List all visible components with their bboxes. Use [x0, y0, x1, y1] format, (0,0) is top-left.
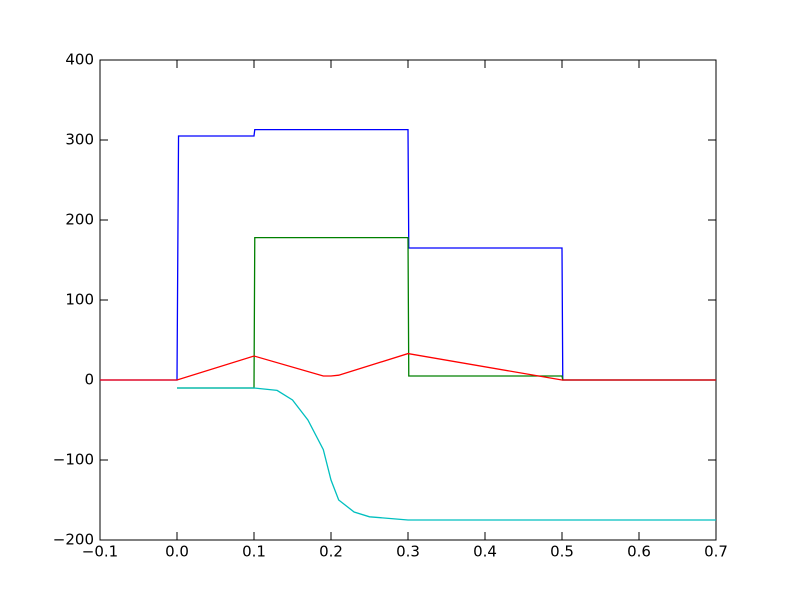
y-tick-label: −100: [53, 451, 94, 469]
x-tick-label: 0.7: [704, 543, 728, 561]
y-tick-label: 200: [65, 211, 94, 229]
series-line: [100, 128, 716, 381]
y-tick-label: 400: [65, 51, 94, 69]
x-tick-label: 0.2: [319, 543, 343, 561]
x-tick-label: 0.4: [473, 543, 497, 561]
series-line: [177, 387, 716, 521]
x-tick-label: 0.0: [165, 543, 189, 561]
series-line: [100, 352, 716, 381]
x-tick-label: 0.1: [242, 543, 266, 561]
y-tick-label: 0: [84, 371, 94, 389]
x-tick-label: 0.5: [550, 543, 574, 561]
y-tick-label: 100: [65, 291, 94, 309]
y-tick-label: −200: [53, 531, 94, 549]
x-tick-label: 0.3: [396, 543, 420, 561]
x-tick-label: −0.1: [82, 543, 118, 561]
x-tick-label: 0.6: [627, 543, 651, 561]
y-tick-label: 300: [65, 131, 94, 149]
series-line: [177, 236, 716, 389]
